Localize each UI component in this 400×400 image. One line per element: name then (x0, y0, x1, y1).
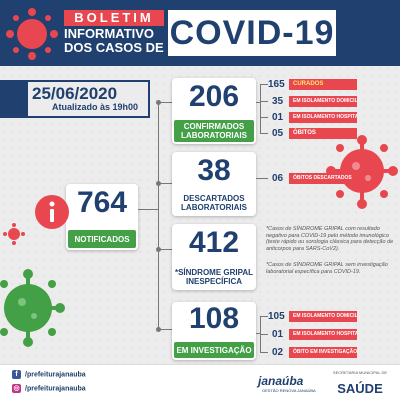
virus-illustration-bottom-left (0, 269, 65, 347)
facebook-handle: /prefeiturajanauba (25, 371, 86, 379)
detail-connector (256, 178, 268, 179)
note-sindrome: *Casos de SÍNDROME GRIPAL sem investigaç… (266, 262, 388, 275)
detail-connector (260, 352, 268, 353)
descartados-value: 38 (197, 154, 231, 187)
connector-trunk (158, 102, 159, 330)
detail-connector (256, 333, 260, 334)
obitos-descartados-label: ÓBITOS DESCARTADOS (289, 173, 357, 184)
detail-connector (260, 101, 268, 102)
notificados-card: 764 NOTIFICADOS (66, 184, 138, 250)
virus-illustration-small (3, 223, 25, 245)
detail-connector (260, 334, 268, 335)
investigacao-value: 108 (188, 302, 240, 335)
confirmados-detail-bracket (260, 84, 261, 134)
obitos-value: 05 (272, 128, 284, 139)
sindrome-label-2: INESPECÍFICA (185, 277, 242, 286)
virus-illustration-top-right (326, 135, 398, 209)
connector-dot (156, 100, 161, 105)
footer (0, 364, 400, 400)
info-icon (35, 195, 69, 229)
instagram-link[interactable]: ◎ /prefeiturajanauba (12, 384, 86, 393)
virus-header-icon (6, 8, 58, 60)
notificados-label: NOTIFICADOS (68, 230, 136, 248)
inv-hospitalar-label: EM ISOLAMENTO HOSPITALAR (289, 329, 357, 340)
date-updated: Atualizado às 19h00 (52, 102, 139, 112)
investigacao-label: EM INVESTIGAÇÃO (174, 342, 254, 358)
saude-label: SAÚDE (337, 381, 383, 396)
connector-dot (156, 181, 161, 186)
instagram-icon: ◎ (12, 384, 21, 393)
confirmados-label-2: LABORATORIAIS (181, 131, 247, 140)
connector-dot (156, 247, 161, 252)
detail-connector (260, 316, 268, 317)
facebook-link[interactable]: f/prefeiturajanauba (12, 370, 86, 379)
covid-title-bg (168, 10, 336, 56)
curados-label: CURADOS (289, 79, 357, 90)
inv-hospitalar-value: 01 (272, 329, 284, 340)
instagram-handle: /prefeiturajanauba (25, 385, 86, 393)
curados-value: 165 (268, 79, 285, 90)
isolamento-hospitalar-label: EM ISOLAMENTO HOSPITALAR (289, 112, 357, 123)
inv-obito-value: 02 (272, 347, 284, 358)
descartados-label: DESCARTADOS LABORATORIAIS (174, 192, 254, 214)
obitos-descartados-value: 06 (272, 173, 284, 184)
inv-domiciliar-label: EM ISOLAMENTO DOMICILIAR (289, 311, 357, 322)
descartados-card: 38 DESCARTADOS LABORATORIAIS (172, 152, 256, 216)
confirmados-label: CONFIRMADOS LABORATORIAIS (174, 120, 254, 142)
covid-title: COVID-19 (169, 14, 335, 52)
sindrome-value: 412 (188, 226, 240, 259)
detail-connector (260, 117, 268, 118)
isolamento-domiciliar-value: 35 (272, 96, 284, 107)
connector-dot (156, 327, 161, 332)
descartados-label-2: LABORATORIAIS (181, 203, 247, 212)
isolamento-hospitalar-value: 01 (272, 112, 284, 123)
janauba-logo-sub: GESTÃO RENOVA JANAÚBA (262, 388, 316, 393)
detail-connector (260, 84, 268, 85)
sindrome-card: 412 *SÍNDROME GRIPAL INESPECÍFICA (172, 224, 256, 290)
sindrome-label-1: *SÍNDROME GRIPAL (174, 268, 254, 277)
date-value: 25/06/2020 (32, 84, 118, 103)
obitos-label: ÓBITOS (289, 128, 357, 139)
detail-connector (260, 133, 268, 134)
detail-connector (256, 102, 260, 103)
connector-confirmados (158, 102, 172, 103)
confirmados-card: 206 CONFIRMADOS LABORATORIAIS (172, 78, 256, 144)
secretaria-label: SECRETARIA MUNICIPAL DE (332, 370, 388, 375)
inv-obito-label: ÓBITO EM INVESTIGAÇÃO (289, 347, 357, 358)
descartados-label-1: DESCARTADOS (183, 194, 245, 203)
header-informativo: INFORMATIVO (64, 26, 155, 41)
confirmados-value: 206 (188, 80, 240, 113)
note-descartados: *Casos de SÍNDROME GRIPAL com resultado … (266, 226, 394, 252)
isolamento-domiciliar-label: EM ISOLAMENTO DOMICILIAR (289, 96, 357, 107)
connector-descartados (158, 183, 172, 184)
date-accent-bar (0, 82, 28, 116)
inv-domiciliar-value: 105 (268, 311, 285, 322)
connector-sindrome (158, 249, 172, 250)
sindrome-label: *SÍNDROME GRIPAL INESPECÍFICA (174, 266, 254, 288)
boletim-label: BOLETIM (74, 10, 154, 25)
connector-notificados (138, 209, 158, 210)
facebook-icon: f (12, 370, 21, 379)
investigacao-card: 108 EM INVESTIGAÇÃO (172, 302, 256, 360)
janauba-logo: janaúba (258, 374, 304, 388)
header-dos-casos: DOS CASOS DE (64, 40, 164, 55)
connector-investigacao (158, 329, 172, 330)
notificados-value: 764 (76, 186, 128, 219)
confirmados-label-1: CONFIRMADOS (183, 122, 245, 131)
boletim-label-bg (64, 10, 164, 26)
